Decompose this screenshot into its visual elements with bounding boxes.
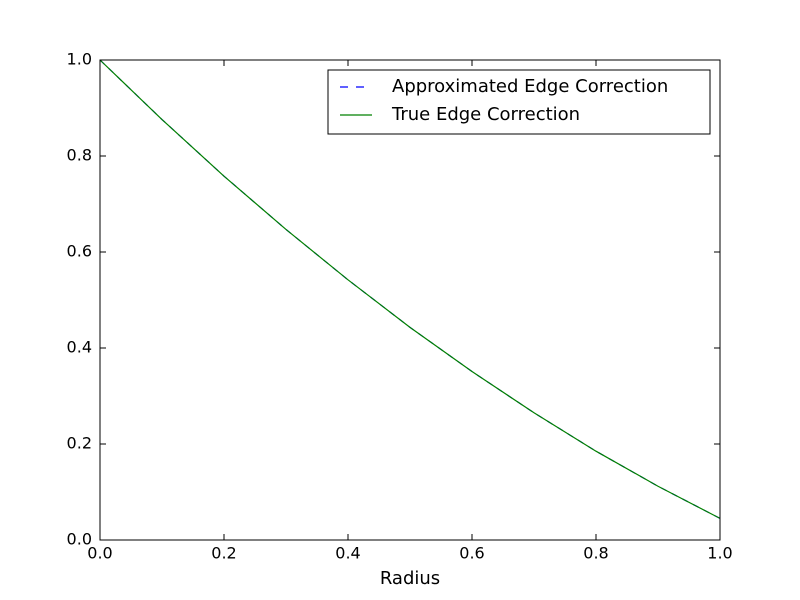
y-tick-label: 0.2 — [67, 434, 92, 453]
legend-box — [327, 69, 711, 135]
x-tick-label: 0.0 — [87, 544, 112, 563]
x-tick-label: 0.2 — [211, 544, 236, 563]
x-tick-label: 0.4 — [335, 544, 360, 563]
legend-label: True Edge Correction — [391, 104, 580, 125]
plot-frame — [99, 59, 721, 541]
x-tick-label: 1.0 — [707, 544, 732, 563]
y-tick-label: 0.0 — [67, 530, 92, 549]
y-tick-label: 0.4 — [67, 338, 92, 357]
x-tick-label: 0.6 — [459, 544, 484, 563]
legend-label: Approximated Edge Correction — [392, 76, 668, 97]
series-line — [99, 59, 721, 519]
y-tick-label: 0.8 — [67, 146, 92, 165]
x-axis-label: Radius — [380, 568, 440, 589]
y-tick-label: 0.6 — [67, 242, 92, 261]
y-tick-label: 1.0 — [67, 50, 92, 69]
x-tick-label: 0.8 — [583, 544, 608, 563]
